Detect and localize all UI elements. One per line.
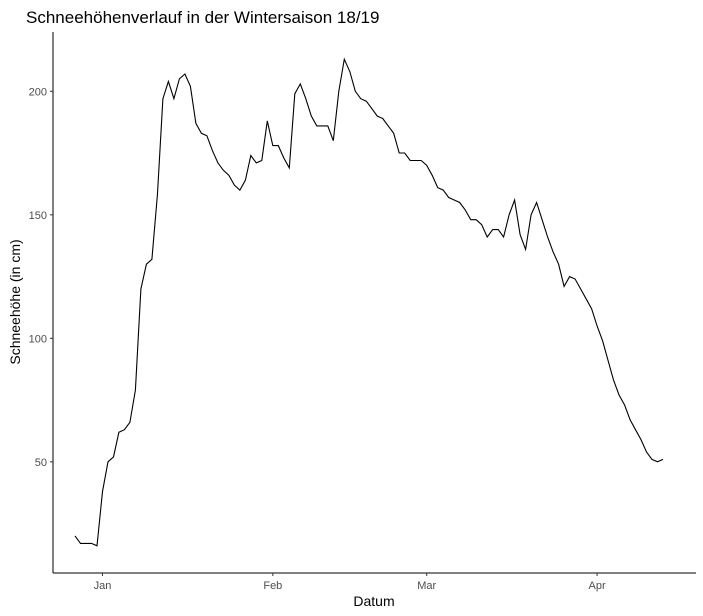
x-axis-ticks: Jan Feb Mar Apr [94, 573, 606, 592]
x-tick-label: Apr [589, 580, 606, 592]
y-tick-label: 50 [35, 457, 47, 469]
y-tick-label: 150 [29, 210, 47, 222]
y-tick-label: 100 [29, 333, 47, 345]
y-tick-label: 200 [29, 86, 47, 98]
x-tick-label: Mar [417, 580, 436, 592]
x-tick-label: Feb [263, 580, 282, 592]
x-axis-title: Datum [353, 593, 394, 609]
x-tick-label: Jan [94, 580, 112, 592]
chart-title: Schneehöhenverlauf in der Wintersaison 1… [26, 8, 379, 27]
snow-depth-line [74, 57, 664, 547]
y-axis-title: Schneehöhe (in cm) [7, 239, 23, 364]
y-axis-ticks: 50 100 150 200 [29, 86, 53, 469]
